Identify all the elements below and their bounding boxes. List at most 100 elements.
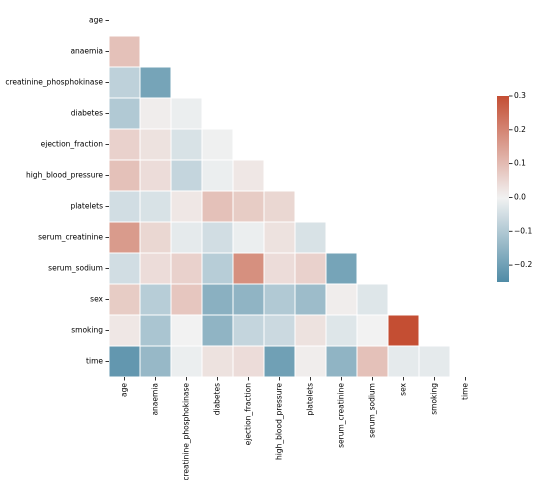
colorbar-tick-label: 0.2: [514, 125, 526, 134]
y-tick-label-smoking: smoking: [71, 326, 103, 335]
heatmap-cell-smoking-sex: [387, 314, 420, 347]
heatmap-cell-serum_sodium-high_blood_pressure: [263, 252, 296, 285]
heatmap-cell-smoking-anaemia: [139, 314, 172, 347]
heatmap-cell-smoking-serum_creatinine: [325, 314, 358, 347]
heatmap-cell-ejection_fraction-anaemia: [139, 128, 172, 161]
colorbar-tick-label: 0.3: [514, 91, 526, 100]
heatmap-cell-smoking-diabetes: [201, 314, 234, 347]
heatmap-cell-serum_sodium-age: [108, 252, 141, 285]
x-tick-label-anaemia: anaemia: [151, 383, 160, 416]
heatmap-cell-serum_creatinine-ejection_fraction: [232, 221, 265, 254]
heatmap-cell-smoking-age: [108, 314, 141, 347]
heatmap-cell-smoking-creatinine_phosphokinase: [170, 314, 203, 347]
heatmap-cell-sex-ejection_fraction: [232, 283, 265, 316]
heatmap-cell-smoking-serum_sodium: [356, 314, 389, 347]
heatmap-cell-smoking-ejection_fraction: [232, 314, 265, 347]
x-tick-label-diabetes: diabetes: [213, 383, 222, 415]
colorbar-tick-label: 0.1: [514, 159, 526, 168]
heatmap-cell-time-sex: [387, 345, 420, 378]
heatmap-cell-platelets-ejection_fraction: [232, 190, 265, 223]
heatmap-cell-serum_creatinine-age: [108, 221, 141, 254]
x-tick-label-platelets: platelets: [306, 383, 315, 416]
heatmap-cell-sex-age: [108, 283, 141, 316]
heatmap-cell-platelets-high_blood_pressure: [263, 190, 296, 223]
heatmap-cell-serum_sodium-ejection_fraction: [232, 252, 265, 285]
heatmap-cell-platelets-creatinine_phosphokinase: [170, 190, 203, 223]
heatmap-cells: [108, 35, 451, 378]
heatmap-cell-serum_creatinine-platelets: [294, 221, 327, 254]
heatmap-cell-sex-serum_creatinine: [325, 283, 358, 316]
y-tick-label-high_blood_pressure: high_blood_pressure: [26, 171, 103, 180]
heatmap-cell-sex-creatinine_phosphokinase: [170, 283, 203, 316]
heatmap-cell-time-diabetes: [201, 345, 234, 378]
heatmap-cell-serum_sodium-diabetes: [201, 252, 234, 285]
heatmap-cell-time-creatinine_phosphokinase: [170, 345, 203, 378]
heatmap-cell-sex-diabetes: [201, 283, 234, 316]
heatmap-cell-smoking-high_blood_pressure: [263, 314, 296, 347]
heatmap-cell-time-high_blood_pressure: [263, 345, 296, 378]
heatmap-cell-time-anaemia: [139, 345, 172, 378]
x-tick-label-serum_creatinine: serum_creatinine: [337, 383, 346, 448]
y-tick-label-serum_sodium: serum_sodium: [48, 264, 103, 273]
heatmap-cell-sex-anaemia: [139, 283, 172, 316]
colorbar-gradient: [497, 96, 509, 282]
heatmap-cell-creatinine_phosphokinase-age: [108, 66, 141, 99]
heatmap-cell-sex-platelets: [294, 283, 327, 316]
y-tick-label-age: age: [89, 16, 103, 25]
heatmap-cell-serum_sodium-creatinine_phosphokinase: [170, 252, 203, 285]
colorbar-tick-label: −0.1: [514, 226, 532, 235]
heatmap-cell-time-serum_sodium: [356, 345, 389, 378]
heatmap-cell-serum_creatinine-diabetes: [201, 221, 234, 254]
heatmap-cell-high_blood_pressure-diabetes: [201, 159, 234, 192]
heatmap-cell-platelets-diabetes: [201, 190, 234, 223]
colorbar-tick-label: −0.2: [514, 260, 532, 269]
heatmap-cell-diabetes-creatinine_phosphokinase: [170, 97, 203, 130]
heatmap-cell-anaemia-age: [108, 35, 141, 68]
heatmap-cell-high_blood_pressure-anaemia: [139, 159, 172, 192]
heatmap-cell-platelets-anaemia: [139, 190, 172, 223]
heatmap-cell-high_blood_pressure-ejection_fraction: [232, 159, 265, 192]
colorbar-tick-label: 0.0: [514, 192, 526, 201]
heatmap-cell-serum_sodium-anaemia: [139, 252, 172, 285]
heatmap-cell-time-serum_creatinine: [325, 345, 358, 378]
x-tick-label-creatinine_phosphokinase: creatinine_phosphokinase: [182, 383, 191, 480]
heatmap-cell-sex-high_blood_pressure: [263, 283, 296, 316]
y-tick-label-platelets: platelets: [70, 202, 103, 211]
y-tick-label-sex: sex: [90, 295, 103, 304]
heatmap-cell-creatinine_phosphokinase-anaemia: [139, 66, 172, 99]
heatmap-cell-diabetes-age: [108, 97, 141, 130]
x-tick-label-time: time: [461, 383, 470, 400]
x-tick-label-high_blood_pressure: high_blood_pressure: [275, 383, 284, 460]
colorbar: 0.3 0.2 0.1 0.0 −0.1 −0.2: [497, 91, 532, 282]
heatmap-cell-serum_creatinine-creatinine_phosphokinase: [170, 221, 203, 254]
y-tick-label-anaemia: anaemia: [70, 47, 103, 56]
heatmap-cell-platelets-age: [108, 190, 141, 223]
y-tick-label-ejection_fraction: ejection_fraction: [41, 140, 104, 149]
x-tick-label-sex: sex: [399, 382, 408, 395]
x-tick-label-smoking: smoking: [430, 383, 439, 415]
heatmap-cell-diabetes-anaemia: [139, 97, 172, 130]
y-tick-label-time: time: [86, 357, 103, 366]
heatmap-cell-time-age: [108, 345, 141, 378]
heatmap-cell-ejection_fraction-creatinine_phosphokinase: [170, 128, 203, 161]
heatmap-cell-ejection_fraction-diabetes: [201, 128, 234, 161]
heatmap-cell-time-smoking: [418, 345, 451, 378]
x-axis-tick-labels: age anaemia creatinine_phosphokinase diabet…: [120, 377, 470, 480]
y-tick-label-diabetes: diabetes: [71, 109, 103, 118]
heatmap-cell-serum_sodium-platelets: [294, 252, 327, 285]
heatmap-cell-ejection_fraction-age: [108, 128, 141, 161]
x-tick-label-ejection_fraction: ejection_fraction: [244, 383, 253, 446]
y-tick-label-creatinine_phosphokinase: creatinine_phosphokinase: [5, 78, 103, 87]
y-tick-label-serum_creatinine: serum_creatinine: [38, 233, 103, 242]
heatmap-cell-time-ejection_fraction: [232, 345, 265, 378]
heatmap-cell-serum_creatinine-anaemia: [139, 221, 172, 254]
heatmap-cell-serum_sodium-serum_creatinine: [325, 252, 358, 285]
heatmap-cell-time-platelets: [294, 345, 327, 378]
x-tick-label-serum_sodium: serum_sodium: [368, 383, 377, 438]
heatmap-cell-high_blood_pressure-age: [108, 159, 141, 192]
heatmap-cell-serum_creatinine-high_blood_pressure: [263, 221, 296, 254]
heatmap-cell-smoking-platelets: [294, 314, 327, 347]
heatmap-cell-sex-serum_sodium: [356, 283, 389, 316]
heatmap-cell-high_blood_pressure-creatinine_phosphokinase: [170, 159, 203, 192]
